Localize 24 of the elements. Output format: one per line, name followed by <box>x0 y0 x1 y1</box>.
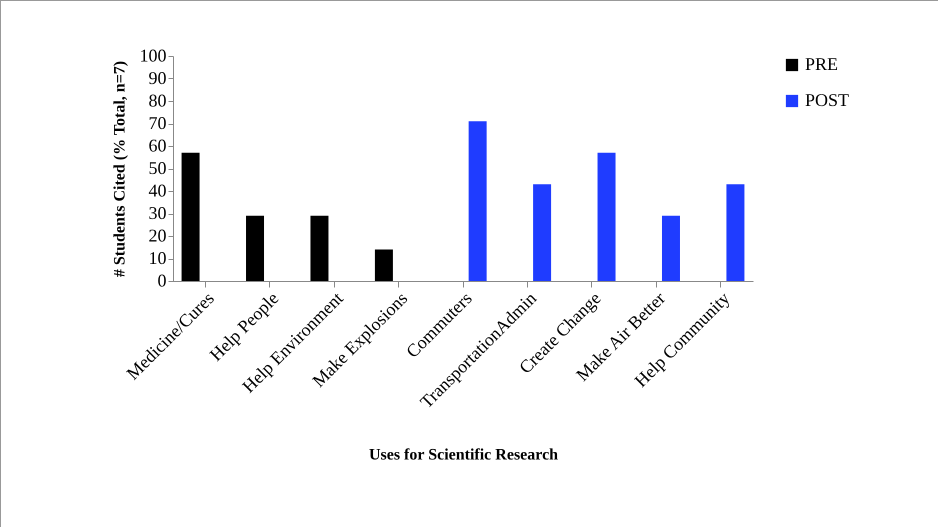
bar <box>310 216 328 281</box>
bar <box>598 152 616 281</box>
y-tick-label: 50 <box>148 158 166 178</box>
y-tick-label: 60 <box>148 136 166 156</box>
y-axis-title: # Students Cited (% Total, n=7) <box>112 60 128 278</box>
bar <box>374 250 393 281</box>
y-tick-label: 20 <box>148 226 166 246</box>
x-axis-title: Uses for Scientific Research <box>368 446 558 464</box>
y-tick-label: 40 <box>148 180 166 200</box>
y-tick-label: 70 <box>148 113 166 133</box>
bar <box>468 121 487 281</box>
bar <box>662 216 680 281</box>
y-tick-label: 100 <box>140 46 166 66</box>
bar <box>533 184 552 281</box>
y-tick-label: 30 <box>148 203 166 223</box>
y-tick-label: 0 <box>158 270 166 290</box>
y-tick-label: 90 <box>148 68 166 88</box>
legend-label: PRE <box>805 54 838 74</box>
bar <box>246 216 264 281</box>
bar <box>182 152 200 281</box>
legend-label: POST <box>805 90 850 110</box>
y-tick-label: 10 <box>148 248 166 268</box>
bar <box>726 184 744 281</box>
y-tick-label: 80 <box>148 90 166 110</box>
